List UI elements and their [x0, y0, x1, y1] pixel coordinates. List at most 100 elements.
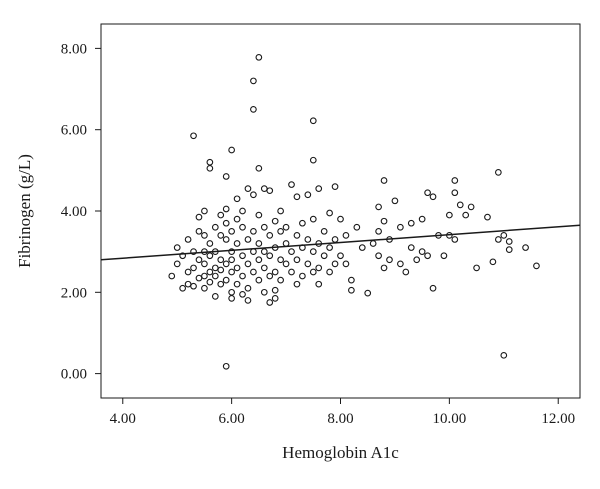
- data-point: [288, 181, 295, 188]
- data-point: [293, 280, 301, 288]
- data-point: [206, 240, 214, 247]
- data-point: [211, 272, 219, 280]
- data-point: [217, 232, 225, 239]
- data-point: [179, 284, 186, 292]
- y-tick-label: 4.00: [61, 204, 87, 220]
- data-point: [413, 256, 421, 264]
- data-point: [353, 223, 361, 231]
- data-point: [315, 280, 323, 288]
- y-tick-label: 2.00: [61, 285, 87, 301]
- data-point: [407, 219, 415, 227]
- data-point: [348, 276, 355, 284]
- data-point: [228, 248, 235, 256]
- data-point: [233, 240, 241, 247]
- data-point: [440, 252, 448, 260]
- plot-area-frame: [100, 23, 581, 399]
- data-point: [282, 260, 290, 268]
- data-point: [260, 223, 268, 231]
- data-point: [451, 236, 459, 243]
- data-point: [239, 207, 246, 215]
- data-point: [266, 187, 274, 195]
- data-point: [299, 272, 306, 280]
- data-point: [250, 227, 257, 235]
- data-point: [375, 203, 382, 211]
- data-point: [228, 146, 235, 154]
- data-point: [271, 268, 279, 276]
- data-point: [201, 207, 208, 215]
- data-point: [293, 256, 301, 264]
- data-point: [364, 289, 372, 297]
- data-point: [331, 183, 339, 190]
- data-point: [233, 264, 241, 272]
- data-point: [429, 284, 437, 292]
- data-point: [397, 260, 404, 268]
- data-point: [348, 286, 355, 294]
- x-axis-title: Hemoglobin A1c: [282, 443, 399, 462]
- data-point: [277, 256, 284, 264]
- data-point: [331, 260, 339, 268]
- data-point: [326, 268, 333, 276]
- data-point: [184, 236, 192, 243]
- data-point: [391, 197, 399, 205]
- y-axis-ticks: 0.00 2.00 4.00 6.00 8.00: [61, 41, 101, 383]
- data-point: [250, 77, 257, 85]
- data-point: [222, 236, 230, 243]
- data-point: [271, 295, 279, 302]
- data-point: [282, 223, 290, 231]
- x-axis-ticks: 4.00 6.00 8.00 10.00 12.00: [110, 398, 575, 427]
- x-tick-label: 6.00: [219, 411, 245, 427]
- data-point: [277, 207, 284, 215]
- data-point: [217, 256, 225, 264]
- x-tick-label: 12.00: [541, 411, 575, 427]
- data-point: [201, 232, 208, 239]
- data-point: [375, 227, 382, 235]
- data-point: [222, 362, 230, 370]
- data-point: [206, 164, 214, 172]
- data-point: [446, 211, 453, 219]
- data-point: [326, 209, 333, 217]
- data-point: [304, 236, 312, 243]
- data-point: [299, 219, 306, 227]
- data-point: [250, 268, 257, 276]
- data-point: [533, 262, 540, 270]
- data-point: [211, 293, 219, 300]
- data-point: [337, 252, 344, 260]
- data-point: [228, 256, 235, 264]
- data-point: [255, 164, 263, 172]
- data-point: [195, 256, 203, 264]
- data-point: [407, 244, 415, 251]
- data-point: [201, 260, 208, 268]
- data-point: [211, 264, 219, 272]
- data-point: [266, 232, 274, 239]
- data-point: [206, 278, 214, 286]
- data-point: [184, 280, 192, 288]
- data-point: [331, 236, 339, 243]
- data-point: [271, 217, 279, 225]
- data-point: [173, 244, 181, 251]
- data-point: [190, 264, 197, 272]
- data-point: [309, 156, 317, 164]
- data-point: [380, 217, 388, 225]
- regression-line: [100, 224, 581, 261]
- data-point: [255, 240, 263, 247]
- data-point: [233, 215, 241, 223]
- data-point: [260, 185, 268, 192]
- data-point: [369, 240, 377, 247]
- data-point: [342, 232, 350, 239]
- data-point: [451, 189, 459, 197]
- data-point: [484, 213, 491, 221]
- data-point: [500, 351, 508, 359]
- data-point: [228, 268, 235, 276]
- data-point: [244, 284, 252, 292]
- data-point: [309, 268, 317, 276]
- data-point: [244, 185, 252, 192]
- data-point: [418, 248, 426, 256]
- data-points: [168, 53, 540, 370]
- data-point: [375, 252, 382, 260]
- data-point: [195, 274, 203, 282]
- data-point: [250, 191, 257, 199]
- data-point: [288, 248, 295, 256]
- data-point: [222, 205, 230, 213]
- data-point: [190, 248, 197, 256]
